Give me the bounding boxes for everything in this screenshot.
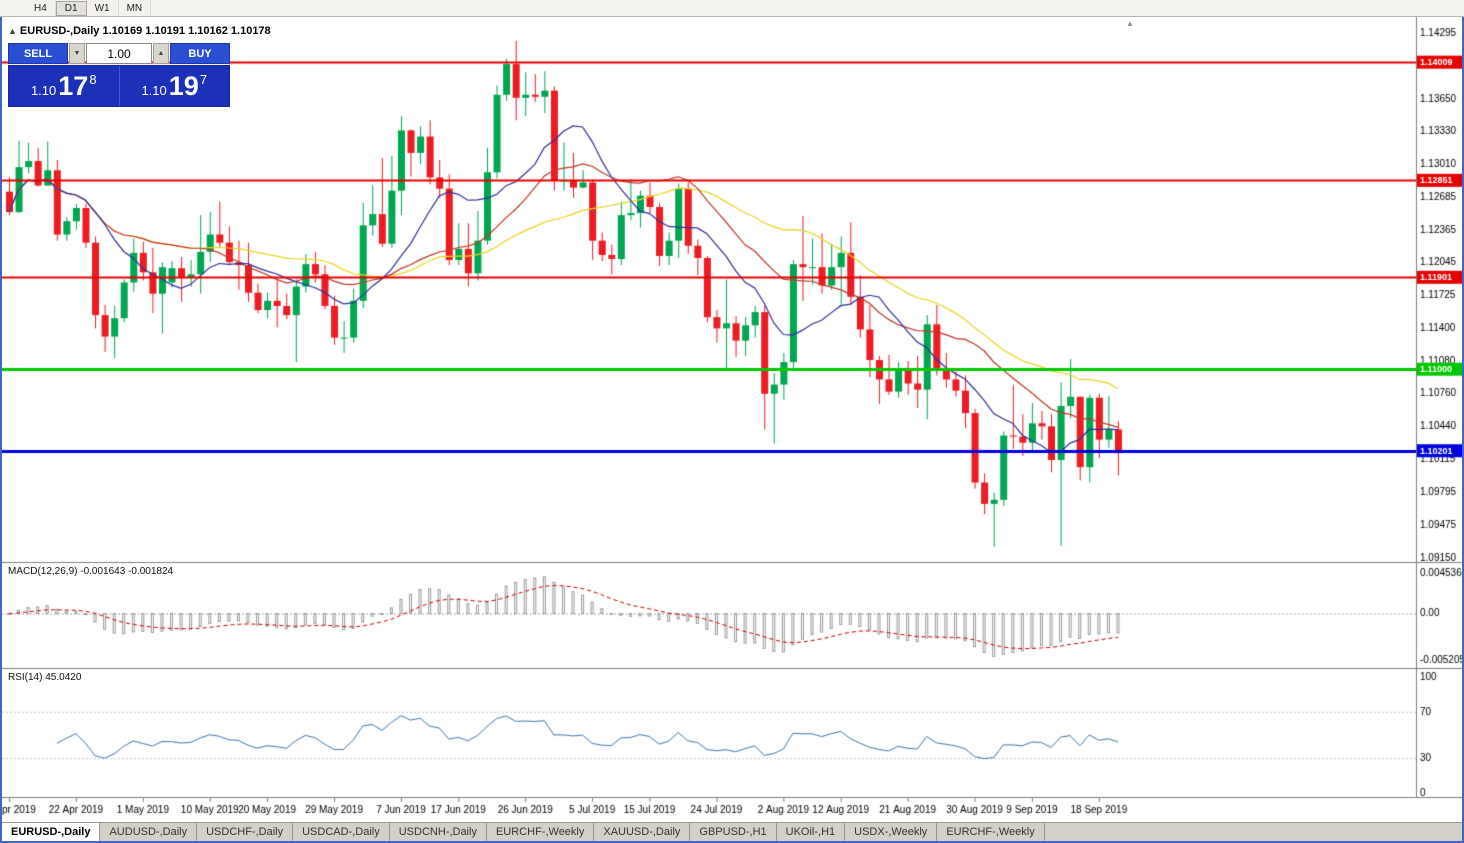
sell-price-point: 8 (89, 72, 97, 87)
timeframe-button-w1[interactable]: W1 (87, 0, 119, 16)
chart-shift-marker-icon[interactable]: ▲ (1126, 19, 1134, 28)
chart-tabs-bar: EURUSD-,Daily AUDUSD-,Daily USDCHF-,Daily U… (2, 822, 1462, 841)
ohlc-values: 1.10169 1.10191 1.10162 1.10178 (102, 25, 271, 37)
sell-price-prefix: 1.10 (30, 83, 57, 98)
lot-increase-button[interactable]: ▲ (153, 43, 169, 64)
buy-price-point: 7 (199, 72, 208, 87)
tab-gbpusd-h1[interactable]: GBPUSD-,H1 (690, 823, 777, 841)
price-chart-canvas[interactable] (2, 17, 1462, 822)
timeframe-button-h4[interactable]: H4 (26, 0, 56, 16)
rsi-indicator-label: RSI(14) 45.0420 (8, 672, 82, 683)
timeframe-toolbar: H4 D1 W1 MN (0, 0, 1464, 17)
tab-ukoil-h1[interactable]: UKOil-,H1 (777, 823, 846, 841)
sell-button[interactable]: SELL (8, 43, 68, 64)
symbol-label: EURUSD-,Daily (19, 25, 100, 37)
chart-frame: ▲ EURUSD-,Daily 1.10169 1.10191 1.10162 1… (0, 17, 1464, 843)
one-click-price-row: 1.10 17 8 1.10 19 7 (8, 65, 230, 107)
tab-usdcnh-daily[interactable]: USDCNH-,Daily (390, 823, 487, 841)
tab-eurchf-weekly[interactable]: EURCHF-,Weekly (937, 823, 1045, 841)
tab-audusd-daily[interactable]: AUDUSD-,Daily (100, 823, 198, 841)
timeframe-button-d1[interactable]: D1 (55, 0, 87, 16)
sell-price-button[interactable]: 1.10 17 8 (9, 66, 119, 106)
tab-xauusd-daily[interactable]: XAUUSD-,Daily (594, 823, 691, 841)
panel-collapse-icon[interactable]: ▲ (8, 26, 17, 36)
one-click-top-row: SELL ▼ ▲ BUY (8, 43, 230, 64)
tab-eurusd-daily[interactable]: EURUSD-,Daily (2, 823, 101, 841)
one-click-trading-panel: SELL ▼ ▲ BUY 1.10 17 8 1.10 19 (8, 43, 230, 107)
macd-indicator-label: MACD(12,26,9) -0.001643 -0.001824 (8, 566, 174, 577)
price-divider (118, 66, 120, 106)
chart-title: ▲ EURUSD-,Daily 1.10169 1.10191 1.10162 1… (8, 25, 271, 37)
buy-button[interactable]: BUY (170, 43, 230, 64)
buy-price-button[interactable]: 1.10 19 7 (120, 66, 230, 106)
buy-price-pips: 19 (168, 70, 199, 101)
tab-usdchf-daily[interactable]: USDCHF-,Daily (197, 823, 294, 841)
chart-window: ▲ EURUSD-,Daily 1.10169 1.10191 1.10162 1… (2, 17, 1462, 822)
timeframe-button-mn[interactable]: MN (119, 0, 152, 16)
tab-usdcad-daily[interactable]: USDCAD-,Daily (293, 823, 390, 841)
buy-price-prefix: 1.10 (141, 83, 167, 98)
tab-usdx-weekly[interactable]: USDX-,Weekly (845, 823, 938, 841)
lot-size-input[interactable] (86, 43, 152, 64)
lot-decrease-button[interactable]: ▼ (69, 43, 85, 64)
tab-eurchf-weekly[interactable]: EURCHF-,Weekly (487, 823, 595, 841)
sell-price-pips: 17 (58, 70, 89, 101)
